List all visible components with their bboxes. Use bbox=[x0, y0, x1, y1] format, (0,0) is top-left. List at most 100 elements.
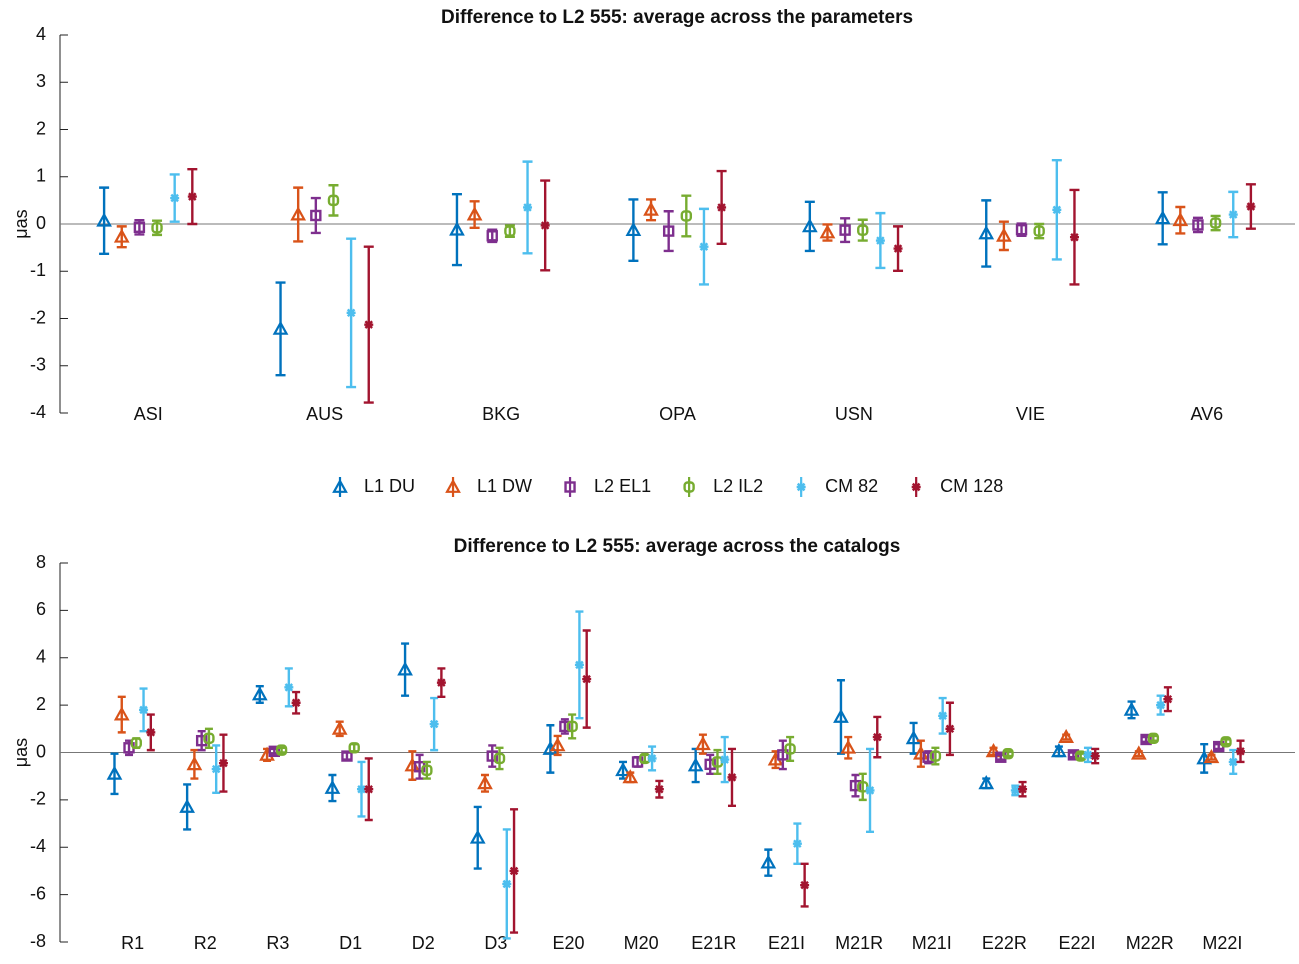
y-tick-label: 2 bbox=[36, 118, 46, 138]
y-tick-label: -6 bbox=[30, 883, 46, 903]
data-point bbox=[331, 720, 348, 735]
y-tick-label: 4 bbox=[36, 24, 46, 44]
data-point bbox=[1236, 746, 1246, 756]
legend-marker bbox=[683, 481, 695, 493]
legend-label: L2 IL2 bbox=[713, 476, 763, 496]
data-point bbox=[1246, 202, 1256, 212]
x-tick-label: AUS bbox=[306, 404, 343, 424]
data-point bbox=[324, 779, 341, 794]
data-point bbox=[203, 732, 215, 744]
data-point bbox=[540, 220, 550, 230]
data-point bbox=[615, 762, 631, 777]
data-point bbox=[777, 749, 789, 761]
x-tick-label: E22I bbox=[1059, 933, 1096, 953]
error-bar bbox=[415, 753, 424, 780]
data-point bbox=[1069, 232, 1079, 242]
error-bar bbox=[836, 679, 845, 755]
error-bar bbox=[778, 739, 787, 771]
y-tick-label: 3 bbox=[36, 71, 46, 91]
data-point bbox=[654, 784, 664, 794]
error-bar bbox=[488, 744, 497, 768]
x-tick-label: OPA bbox=[659, 404, 696, 424]
error-bar bbox=[275, 281, 286, 377]
x-tick-label: M21I bbox=[912, 933, 952, 953]
data-point bbox=[717, 202, 727, 212]
data-point bbox=[1015, 223, 1028, 236]
data-point bbox=[170, 193, 180, 203]
error-bar bbox=[681, 194, 692, 238]
data-point bbox=[469, 829, 486, 844]
data-point bbox=[720, 755, 730, 765]
data-point bbox=[839, 224, 851, 236]
error-bar bbox=[858, 772, 867, 802]
error-bar bbox=[469, 200, 480, 229]
data-point bbox=[1052, 205, 1062, 215]
legend-marker bbox=[332, 478, 348, 493]
error-bar bbox=[786, 735, 795, 762]
data-point bbox=[865, 785, 875, 795]
data-point bbox=[625, 221, 642, 237]
data-point bbox=[1228, 210, 1238, 220]
legend-marker bbox=[445, 478, 461, 493]
error-bar bbox=[473, 805, 482, 870]
data-point bbox=[1130, 745, 1147, 760]
x-tick-label: VIE bbox=[1016, 404, 1045, 424]
data-point bbox=[727, 772, 737, 782]
x-tick-label: D3 bbox=[484, 933, 507, 953]
error-bar bbox=[99, 186, 110, 255]
data-point bbox=[1156, 700, 1166, 710]
y-tick-label: -4 bbox=[30, 836, 46, 856]
data-point bbox=[978, 775, 995, 790]
chart-title: Difference to L2 555: average across the… bbox=[454, 536, 901, 557]
error-bar bbox=[706, 753, 715, 776]
legend-marker bbox=[911, 482, 921, 492]
data-point bbox=[504, 225, 516, 237]
data-point bbox=[1010, 785, 1020, 795]
data-point bbox=[978, 225, 995, 240]
data-point bbox=[113, 228, 130, 243]
data-point bbox=[647, 753, 657, 763]
data-point bbox=[1051, 743, 1067, 758]
error-bar bbox=[804, 200, 815, 253]
data-point bbox=[133, 221, 146, 234]
data-point bbox=[699, 242, 709, 252]
y-tick-label: 4 bbox=[36, 647, 46, 667]
error-bar bbox=[998, 220, 1009, 252]
data-point bbox=[1018, 784, 1028, 794]
error-bar bbox=[663, 210, 674, 253]
error-bar bbox=[277, 746, 286, 754]
legend-label: L2 EL1 bbox=[594, 476, 651, 496]
x-tick-label: D2 bbox=[412, 933, 435, 953]
data-point bbox=[985, 743, 1002, 758]
data-point bbox=[486, 230, 498, 242]
data-point bbox=[687, 757, 704, 772]
error-bar bbox=[1149, 734, 1158, 742]
data-point bbox=[356, 784, 366, 794]
y-tick-label: -1 bbox=[30, 260, 46, 280]
data-point bbox=[582, 674, 592, 684]
error-bar bbox=[713, 748, 722, 776]
data-point bbox=[429, 719, 439, 729]
data-point bbox=[574, 660, 584, 670]
error-bar bbox=[546, 724, 555, 774]
data-point bbox=[1147, 732, 1160, 744]
data-point bbox=[477, 775, 493, 790]
error-bar bbox=[568, 713, 577, 740]
data-point bbox=[179, 798, 196, 813]
data-point bbox=[284, 682, 294, 692]
data-point bbox=[559, 720, 571, 733]
data-point bbox=[695, 735, 711, 751]
y-tick-label: 8 bbox=[36, 552, 46, 572]
y-tick-label: 1 bbox=[36, 166, 46, 186]
y-tick-label: 0 bbox=[36, 741, 46, 761]
data-point bbox=[310, 209, 322, 222]
data-point bbox=[938, 711, 948, 721]
data-point bbox=[819, 224, 836, 239]
legend-label: L1 DU bbox=[364, 476, 415, 496]
data-point bbox=[466, 206, 483, 221]
data-point bbox=[130, 737, 142, 749]
data-point bbox=[622, 769, 639, 784]
data-point bbox=[346, 308, 356, 318]
x-tick-label: BKG bbox=[482, 404, 520, 424]
error-bar bbox=[451, 193, 462, 267]
